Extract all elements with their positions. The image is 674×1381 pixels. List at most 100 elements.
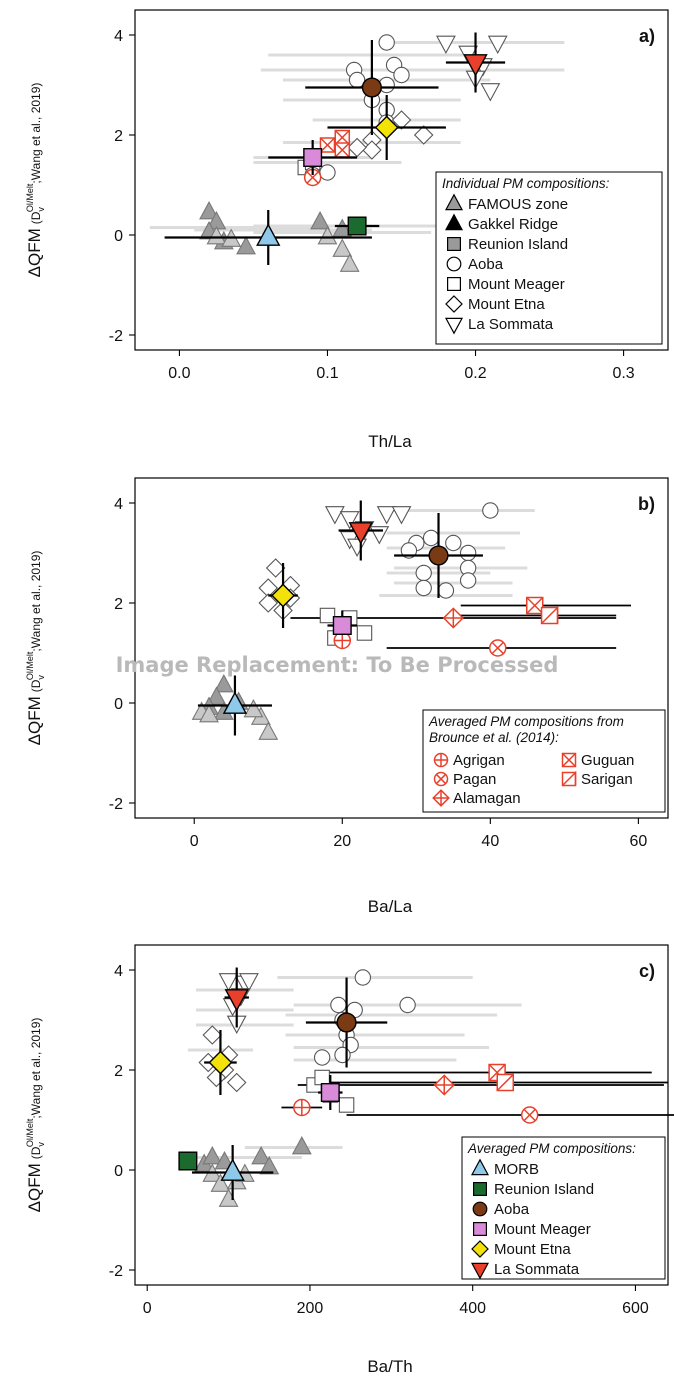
- axis-ticks: 4 2 0 -2 0 200 400 600: [109, 963, 649, 1317]
- arc-symbol: [303, 168, 322, 187]
- panel-a: a) Individual PM compositions: FAMOUS zon…: [25, 9, 669, 451]
- y-axis-label: ΔQFM (DvOl/Melt;Wang et al., 2019): [25, 83, 46, 278]
- y-label-tail: ;Wang et al., 2019): [29, 551, 43, 652]
- svg-text:ΔQFM(DvOl/Melt;Wang et al., 20: ΔQFM (DvOl/Melt;Wang et al., 2019): [25, 551, 46, 746]
- legend-label: Mount Meager: [494, 1221, 591, 1238]
- y-tick-label: 0: [114, 228, 123, 245]
- background-point: [218, 973, 239, 992]
- legend-label: Reunion Island: [494, 1181, 594, 1198]
- legend-title: Averaged PM compositions:: [467, 1141, 636, 1156]
- background-point: [199, 200, 219, 220]
- background-point: [399, 996, 416, 1014]
- legend-label: La Sommata: [494, 1261, 580, 1278]
- legend-symbol: [447, 277, 462, 292]
- background-point: [291, 1135, 312, 1155]
- background-point: [243, 698, 264, 718]
- background-point: [400, 542, 418, 559]
- background-point: [218, 1188, 239, 1207]
- x-axis-label: Ba/La: [368, 897, 413, 916]
- background-point: [487, 35, 508, 55]
- mean-point-reunion-island: [347, 216, 367, 236]
- legend-symbol: [444, 193, 464, 211]
- background-point: [339, 253, 360, 272]
- legend-label: Reunion Island: [468, 236, 568, 253]
- background-point: [319, 607, 336, 624]
- background-point: [459, 544, 477, 562]
- mean-point-reunion-island: [178, 1151, 198, 1171]
- background-point: [393, 66, 410, 84]
- background-point: [415, 579, 432, 597]
- y-tick-label: 2: [114, 596, 123, 613]
- background-point: [445, 534, 462, 552]
- legend-title: Averaged PM compositions from: [428, 714, 624, 729]
- y-label-sup: Ol/Melt: [25, 651, 35, 680]
- legend-label: Guguan: [581, 752, 634, 769]
- watermark-text: Image Replacement: To Be Processed: [116, 653, 559, 677]
- arc-point-guguan-d2: [526, 596, 544, 615]
- background-point: [376, 506, 397, 525]
- arc-symbol-d2: [306, 171, 319, 184]
- arc-point-guguan-d2: [488, 1063, 506, 1082]
- background-point: [202, 1145, 223, 1165]
- legend-symbol-d2: [561, 752, 577, 768]
- background-point: [391, 110, 412, 130]
- background-point: [378, 34, 395, 51]
- y-label-main: ΔQFM: [25, 696, 44, 745]
- arc-point-pagan: [520, 1106, 539, 1124]
- background-point: [413, 125, 434, 145]
- y-label-tail: ;Wang et al., 2019): [29, 1018, 43, 1119]
- mean-point-aoba: [361, 77, 382, 98]
- y-tick-label: -2: [109, 796, 123, 813]
- arc-point-sarigan: [496, 1072, 515, 1092]
- y-tick-label: 0: [114, 1163, 123, 1180]
- background-point: [314, 1069, 330, 1086]
- x-tick-label: 400: [459, 1300, 486, 1317]
- y-label-main: ΔQFM: [25, 1163, 44, 1212]
- background-point: [251, 1145, 272, 1165]
- y-label-sup: Ol/Melt: [25, 183, 35, 212]
- y-label-sup: Ol/Melt: [25, 1118, 35, 1147]
- background-point: [391, 506, 412, 525]
- legend-symbol-tri: [561, 770, 577, 787]
- background-point: [213, 673, 234, 693]
- legend-title: Individual PM compositions:: [442, 176, 610, 191]
- background-point: [437, 582, 455, 599]
- y-label-sub: (D: [29, 679, 43, 692]
- y-tick-label: 4: [114, 28, 123, 45]
- background-point: [206, 686, 227, 705]
- y-tick-label: -2: [109, 1263, 123, 1280]
- background-point: [347, 538, 368, 558]
- background-point: [310, 210, 330, 230]
- arc-point-agrigan: [293, 1098, 311, 1117]
- mean-point-aoba: [336, 1012, 357, 1033]
- arc-point-guguan: [488, 1063, 506, 1082]
- legend-symbol: [473, 1221, 488, 1236]
- svg-text:ΔQFM(DvOl/Melt;Wang et al., 20: ΔQFM (DvOl/Melt;Wang et al., 2019): [25, 83, 46, 278]
- arc-symbol: [334, 142, 351, 158]
- mean-point-la-sommata: [348, 522, 373, 545]
- x-tick-label: 0.3: [612, 365, 634, 382]
- background-point: [210, 1173, 231, 1192]
- background-point: [422, 529, 440, 547]
- background-point: [258, 721, 279, 740]
- y-tick-label: 4: [114, 496, 123, 513]
- legend-label: Agrigan: [453, 752, 505, 769]
- y-axis-label: ΔQFM (DvOl/Melt;Wang et al., 2019): [25, 1018, 46, 1213]
- y-label-v: v: [36, 207, 46, 212]
- background-point: [236, 235, 256, 255]
- arc-point-sarigan: [540, 605, 559, 625]
- arc-point-sarigan-tri: [496, 1072, 515, 1092]
- axis-ticks: 420-20 20 40 60: [109, 496, 648, 850]
- background-point: [206, 225, 227, 245]
- background-point: [459, 572, 477, 589]
- background-point: [324, 506, 345, 525]
- background-point: [313, 1049, 331, 1066]
- arc-point-pagan-d2: [523, 1108, 536, 1122]
- arc-point-pagan: [488, 639, 507, 657]
- background-point: [317, 225, 338, 245]
- arc-point-alamagan: [433, 1074, 455, 1096]
- panel-label: a): [639, 26, 655, 46]
- background-point: [339, 511, 360, 530]
- background-point: [259, 1155, 280, 1175]
- legend-symbol: [473, 1181, 488, 1196]
